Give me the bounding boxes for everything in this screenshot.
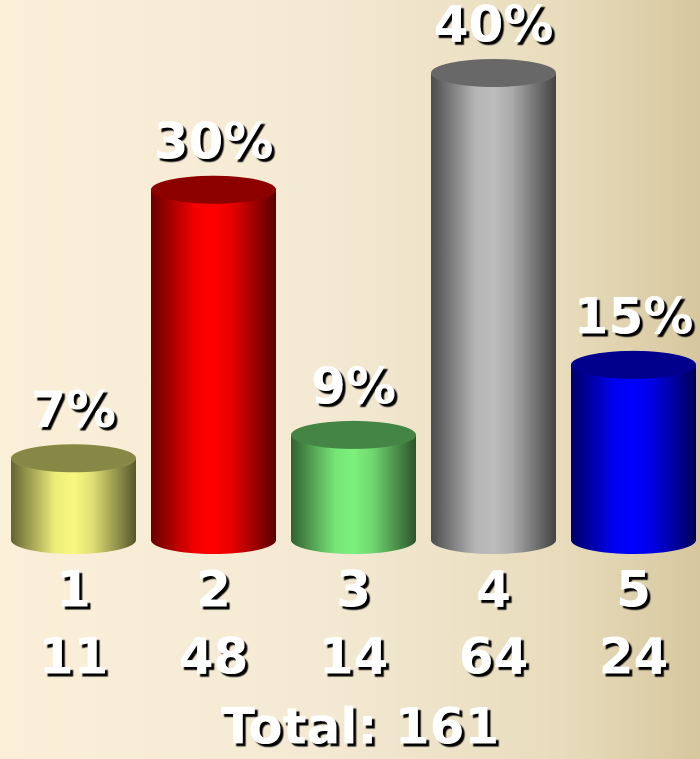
value-label: 30% <box>154 112 274 170</box>
bar-top <box>431 59 556 87</box>
count-label: 24 <box>599 628 669 686</box>
value-label: 40% <box>434 0 554 54</box>
bar-top-shade <box>291 420 416 449</box>
value-label: 15% <box>574 287 694 345</box>
x-tick-label: 1 <box>56 561 91 619</box>
total-label: Total: 161 <box>221 698 499 756</box>
count-label: 64 <box>459 628 529 686</box>
bar-top-shade <box>431 59 556 87</box>
x-tick-label: 3 <box>336 561 371 619</box>
count-label: 14 <box>319 628 389 686</box>
bar-shade <box>431 73 556 554</box>
bar-top-shade <box>571 350 696 379</box>
bar-shade <box>151 189 276 554</box>
bar-shade <box>291 434 416 554</box>
x-tick-label: 5 <box>616 561 651 619</box>
bar-shade <box>11 458 136 554</box>
count-label: 11 <box>39 628 109 686</box>
bar-top-shade <box>11 444 136 473</box>
bar-top-shade <box>151 175 276 204</box>
count-label: 48 <box>179 628 249 686</box>
bar-top <box>291 420 416 449</box>
bar-top <box>571 350 696 379</box>
x-tick-label: 4 <box>476 561 511 619</box>
value-label: 7% <box>31 381 116 439</box>
bar-top <box>11 444 136 473</box>
x-tick-label: 2 <box>196 561 231 619</box>
bar-top <box>151 175 276 204</box>
bar-shade <box>571 364 696 554</box>
value-label: 9% <box>311 357 396 415</box>
